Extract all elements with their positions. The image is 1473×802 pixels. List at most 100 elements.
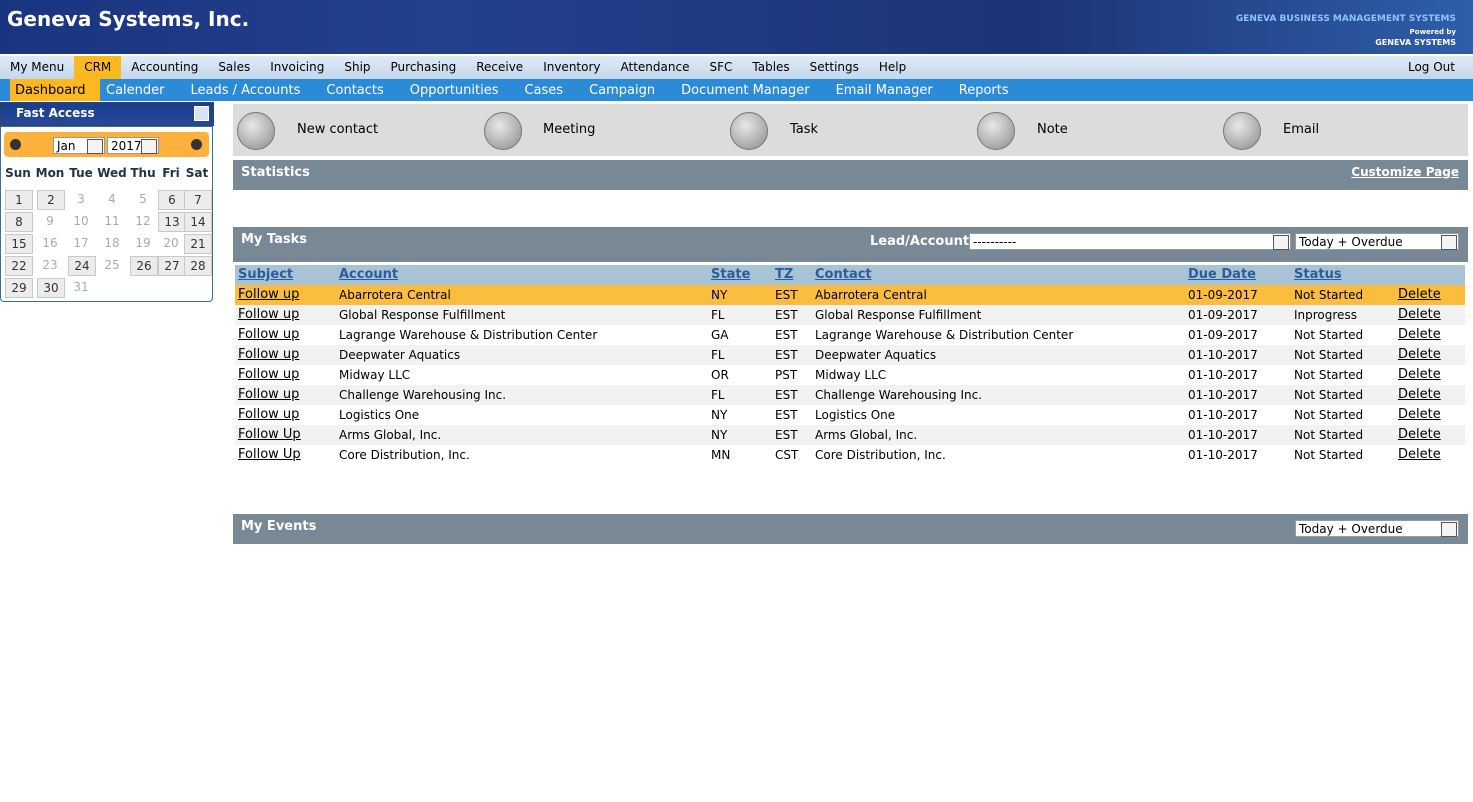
- note-icon[interactable]: [977, 112, 1015, 150]
- column-header[interactable]: Subject: [238, 267, 294, 282]
- task-link[interactable]: Follow up: [238, 407, 300, 422]
- task-link[interactable]: Follow Up: [238, 447, 301, 462]
- calendar-day[interactable]: 10: [73, 214, 89, 228]
- task-link[interactable]: Delete: [1398, 407, 1441, 422]
- calendar-day[interactable]: 12: [135, 214, 151, 228]
- quick-action[interactable]: New contact: [297, 122, 379, 137]
- calendar-day[interactable]: 21: [184, 234, 212, 254]
- calendar-day[interactable]: 7: [184, 190, 212, 210]
- calendar-day[interactable]: 1: [5, 190, 33, 210]
- year-select[interactable]: 2017: [107, 137, 159, 154]
- column-header[interactable]: Due Date: [1188, 267, 1256, 282]
- email-icon[interactable]: [1223, 112, 1261, 150]
- quick-action[interactable]: Email: [1283, 122, 1320, 137]
- column-header[interactable]: State: [711, 267, 751, 282]
- menu-item[interactable]: Receive: [476, 60, 524, 74]
- column-header[interactable]: Account: [339, 267, 399, 282]
- calendar-day[interactable]: 11: [104, 214, 120, 228]
- submenu-item[interactable]: Opportunities: [409, 83, 499, 98]
- calendar-day[interactable]: 8: [5, 212, 33, 232]
- calendar-day[interactable]: 19: [135, 236, 151, 250]
- column-header[interactable]: TZ: [775, 267, 794, 282]
- events-range-select[interactable]: Today + Overdue: [1295, 520, 1459, 537]
- lead-account-select[interactable]: ----------: [969, 233, 1291, 250]
- calendar-day[interactable]: 23: [42, 258, 58, 272]
- task-link[interactable]: Delete: [1398, 367, 1441, 382]
- calendar-day[interactable]: 30: [37, 278, 65, 298]
- quick-action[interactable]: Note: [1037, 122, 1068, 137]
- task-link[interactable]: Delete: [1398, 327, 1441, 342]
- task-link[interactable]: Follow up: [238, 307, 300, 322]
- calendar-day[interactable]: 13: [158, 212, 186, 232]
- prev-month[interactable]: [10, 139, 21, 150]
- menu-item[interactable]: Purchasing: [390, 60, 457, 74]
- logout[interactable]: Log Out: [1407, 60, 1455, 74]
- calendar-day[interactable]: 28: [184, 256, 212, 276]
- task-link[interactable]: Delete: [1398, 307, 1441, 322]
- menu-item[interactable]: CRM: [74, 56, 122, 79]
- menu-item[interactable]: Settings: [809, 60, 859, 74]
- calendar-day[interactable]: 27: [158, 256, 186, 276]
- collapse-button[interactable]: [194, 106, 209, 121]
- calendar-day[interactable]: 24: [68, 256, 96, 276]
- menu-item[interactable]: My Menu: [10, 60, 65, 74]
- calendar-day[interactable]: 5: [139, 192, 147, 206]
- task-link[interactable]: Delete: [1398, 287, 1441, 302]
- submenu-item[interactable]: Reports: [958, 83, 1009, 98]
- task-link[interactable]: Delete: [1398, 427, 1441, 442]
- submenu-item[interactable]: Leads / Accounts: [190, 83, 301, 98]
- calendar-day[interactable]: 6: [158, 190, 186, 210]
- calendar-day[interactable]: 9: [46, 214, 54, 228]
- menu-item[interactable]: Invoicing: [270, 60, 325, 74]
- quick-action[interactable]: Meeting: [543, 122, 596, 137]
- calendar-day[interactable]: 16: [42, 236, 58, 250]
- calendar-day[interactable]: 17: [73, 236, 89, 250]
- calendar-day[interactable]: 18: [104, 236, 120, 250]
- calendar-day[interactable]: 25: [104, 258, 120, 272]
- calendar-day[interactable]: 26: [130, 256, 158, 276]
- calendar-day[interactable]: 31: [73, 280, 89, 294]
- calendar-day[interactable]: 20: [163, 236, 179, 250]
- submenu-item[interactable]: Contacts: [326, 83, 384, 98]
- submenu-item[interactable]: Dashboard: [10, 79, 100, 101]
- calendar-day[interactable]: 22: [5, 256, 33, 276]
- task-link[interactable]: Delete: [1398, 447, 1441, 462]
- task-link[interactable]: Follow up: [238, 367, 300, 382]
- menu-item[interactable]: SFC: [709, 60, 733, 74]
- menu-item[interactable]: Ship: [344, 60, 371, 74]
- submenu-item[interactable]: Document Manager: [681, 83, 810, 98]
- submenu-item[interactable]: Cases: [524, 83, 564, 98]
- task-link[interactable]: Follow up: [238, 387, 300, 402]
- calendar-day[interactable]: 3: [77, 192, 85, 206]
- task-link[interactable]: Follow up: [238, 287, 300, 302]
- menu-item[interactable]: Sales: [218, 60, 251, 74]
- menu-item[interactable]: Inventory: [543, 60, 601, 74]
- menu-item[interactable]: Attendance: [620, 60, 690, 74]
- quick-action[interactable]: Task: [790, 122, 819, 137]
- task-link[interactable]: Follow up: [238, 347, 300, 362]
- task-link[interactable]: Delete: [1398, 387, 1441, 402]
- month-select[interactable]: Jan: [53, 137, 105, 154]
- column-header[interactable]: Status: [1294, 267, 1342, 282]
- task-link[interactable]: Follow up: [238, 327, 300, 342]
- meeting-icon[interactable]: [484, 112, 522, 150]
- column-header[interactable]: Contact: [815, 267, 872, 282]
- task-link[interactable]: Delete: [1398, 347, 1441, 362]
- calendar-day[interactable]: 29: [5, 278, 33, 298]
- task-icon[interactable]: [730, 112, 768, 150]
- menu-item[interactable]: Help: [878, 60, 907, 74]
- menu-item[interactable]: Accounting: [131, 60, 199, 74]
- calendar-day[interactable]: 15: [5, 234, 33, 254]
- customize-link[interactable]: Customize Page: [1351, 165, 1459, 179]
- calendar-day[interactable]: 4: [108, 192, 116, 206]
- new-contact-icon[interactable]: [237, 112, 275, 150]
- submenu-item[interactable]: Email Manager: [835, 83, 933, 98]
- submenu-item[interactable]: Calender: [106, 83, 165, 98]
- calendar-day[interactable]: 14: [184, 212, 212, 232]
- menu-item[interactable]: Tables: [752, 60, 790, 74]
- calendar-day[interactable]: 2: [37, 190, 65, 210]
- task-link[interactable]: Follow Up: [238, 427, 301, 442]
- next-month[interactable]: [191, 139, 202, 150]
- tasks-range-select[interactable]: Today + Overdue: [1295, 233, 1459, 250]
- submenu-item[interactable]: Campaign: [589, 83, 656, 98]
